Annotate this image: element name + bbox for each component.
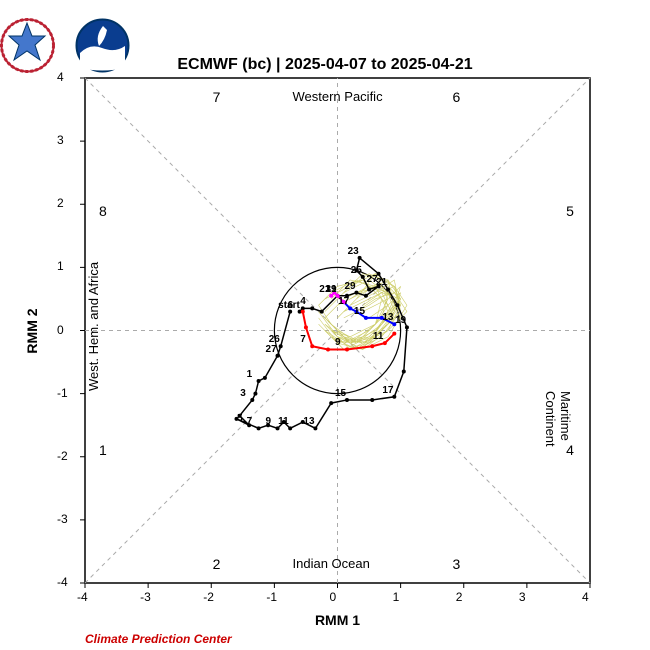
x-tick: -4 [77,590,88,604]
nws-logo [0,18,55,73]
point-label: 6 [288,300,294,311]
quadrant-8: 8 [99,203,107,219]
quadrant-2: 2 [213,556,221,572]
point-label: 9 [266,416,272,427]
point-label: 17 [338,296,349,307]
point-label: 27 [367,274,378,285]
y-tick: -3 [57,512,68,526]
x-tick: -3 [140,590,151,604]
y-tick: 3 [57,133,64,147]
quadrant-1: 1 [99,442,107,458]
point-label: 5 [237,413,243,424]
quadrant-5: 5 [566,203,574,219]
quadrant-6: 6 [452,89,460,105]
footer-credit: Climate Prediction Center [85,632,232,646]
point-label: 11 [278,416,289,427]
quadrant-4: 4 [566,442,574,458]
chart-title: ECMWF (bc) | 2025-04-07 to 2025-04-21 [177,56,472,74]
y-tick: 1 [57,259,64,273]
x-tick: -1 [266,590,277,604]
point-label: 13 [303,416,314,427]
point-label: 7 [247,416,253,427]
x-axis-label: RMM 1 [315,612,360,628]
point-label: 15 [354,306,365,317]
point-label: 4 [300,296,306,307]
x-tick: 3 [519,590,526,604]
noaa-logo [75,18,130,73]
x-tick: 1 [393,590,400,604]
y-tick: 4 [57,70,64,84]
point-label: 3 [240,388,246,399]
region-top: Western Pacific [293,89,383,104]
point-label: 19 [395,315,406,326]
region-bottom: Indian Ocean [293,556,370,571]
point-label: 27 [266,344,277,355]
region-left: West. Hem. and Africa [86,261,101,390]
y-tick: 2 [57,196,64,210]
point-label: 21 [319,284,330,295]
point-label: 23 [348,246,359,257]
point-label: 13 [382,312,393,323]
y-axis-label: RMM 2 [24,308,40,353]
y-tick: -4 [57,575,68,589]
y-tick: 0 [57,323,64,337]
point-label: 29 [344,281,355,292]
x-tick: 4 [582,590,589,604]
y-tick: -2 [57,449,68,463]
point-label: 11 [373,331,384,342]
quadrant-7: 7 [213,89,221,105]
quadrant-3: 3 [452,556,460,572]
point-label: 9 [335,337,341,348]
x-tick: 2 [456,590,463,604]
point-label: 7 [300,334,306,345]
point-label: 17 [382,385,393,396]
x-tick: -2 [203,590,214,604]
y-tick: -1 [57,386,68,400]
point-label: 25 [351,265,362,276]
point-label: 15 [335,388,346,399]
x-tick: 0 [330,590,337,604]
point-label: 1 [247,369,253,380]
